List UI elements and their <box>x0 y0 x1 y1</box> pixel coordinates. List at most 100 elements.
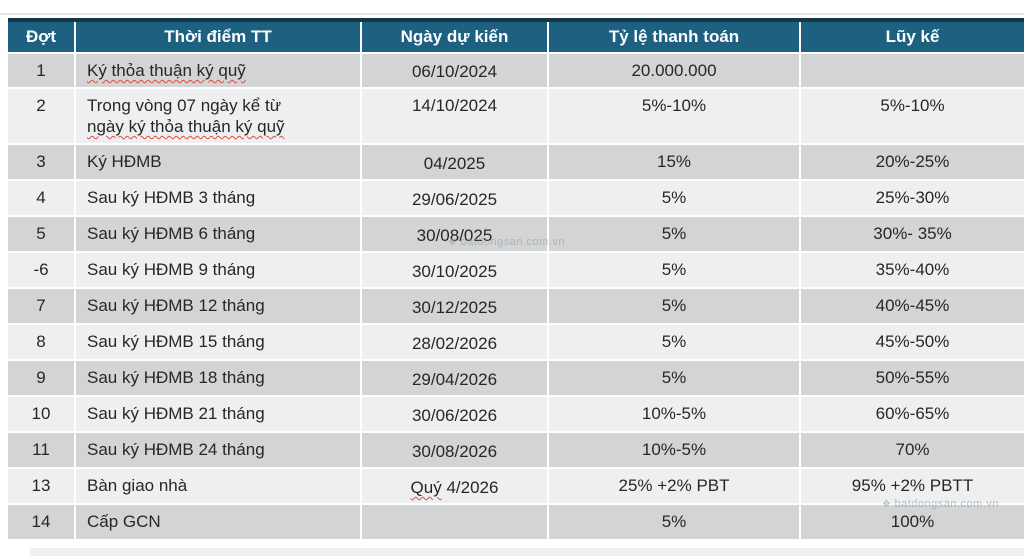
cell-installment-number: -6 <box>8 252 76 289</box>
column-header-cum: Lũy kế <box>800 20 1024 54</box>
column-header-rate: Tỷ lệ thanh toán <box>548 20 801 54</box>
cell-payment-rate: 20.000.000 <box>548 53 801 89</box>
cell-payment-moment: Sau ký HĐMB 12 tháng <box>75 288 362 325</box>
expected-date-text: 29/04/2026 <box>411 369 498 389</box>
cell-installment-number: 1 <box>8 53 76 89</box>
column-header-dot: Đợt <box>8 20 76 54</box>
expected-date-text: 30/08/025 <box>416 225 493 245</box>
table-body: 1 Ký thỏa thuận ký quỹ 06/10/2024 20.000.00… <box>8 53 1024 541</box>
cell-payment-moment: Trong vòng 07 ngày kể từ ngày ký thỏa thu… <box>75 88 362 145</box>
table-row: 14 Cấp GCN 5% 100% <box>8 504 1024 541</box>
cell-payment-rate: 5% <box>548 324 801 361</box>
cell-cumulative: 40%-45% <box>800 288 1024 325</box>
bottom-strip <box>30 548 1024 556</box>
cell-expected-date: 14/10/2024 <box>361 88 549 145</box>
diamond-icon: ❖ <box>882 499 892 510</box>
cell-cumulative: 30%- 35% <box>800 216 1024 253</box>
payment-moment-text: Bàn giao nhà <box>87 476 188 496</box>
expected-date-text: Quý <box>410 477 442 497</box>
cell-cumulative: 100% <box>800 504 1024 541</box>
payment-moment-text: Sau ký HĐMB 24 tháng <box>87 440 265 460</box>
cell-expected-date: 29/04/2026 <box>361 360 549 397</box>
cell-payment-rate: 25% +2% PBT <box>548 468 801 505</box>
expected-date-text: 30/06/2026 <box>411 405 498 425</box>
payment-moment-text: Sau ký HĐMB 6 tháng <box>87 224 256 244</box>
table-row: 3 Ký HĐMB 04/2025 15% 20%-25% <box>8 144 1024 181</box>
payment-moment-text: Sau ký HĐMB 18 tháng <box>87 368 265 388</box>
cell-payment-moment: Ký thỏa thuận ký quỹ <box>75 53 362 89</box>
cell-expected-date: Quý 4/2026 <box>361 468 549 505</box>
cell-payment-moment: Sau ký HĐMB 15 tháng <box>75 324 362 361</box>
cell-expected-date: 04/2025 <box>361 144 549 181</box>
cell-payment-moment: Sau ký HĐMB 24 tháng <box>75 432 362 469</box>
cell-installment-number: 5 <box>8 216 76 253</box>
cell-payment-rate: 5% <box>548 360 801 397</box>
payment-moment-text: ngày ký thỏa thuận ký quỹ <box>87 117 285 136</box>
cell-installment-number: 11 <box>8 432 76 469</box>
expected-date-text: 04/2025 <box>423 153 486 173</box>
column-header-date: Ngày dự kiến <box>361 20 549 54</box>
cell-payment-rate: 5% <box>548 504 801 541</box>
expected-date-text: 30/08/2026 <box>411 441 498 461</box>
table-row: 10 Sau ký HĐMB 21 tháng 30/06/2026 10%-5% 60… <box>8 396 1024 433</box>
cell-payment-rate: 5%-10% <box>548 88 801 145</box>
cell-payment-rate: 5% <box>548 216 801 253</box>
cell-payment-rate: 10%-5% <box>548 432 801 469</box>
cell-installment-number: 9 <box>8 360 76 397</box>
cell-installment-number: 2 <box>8 88 76 145</box>
cell-payment-rate: 5% <box>548 252 801 289</box>
cell-expected-date: 06/10/2024 <box>361 53 549 89</box>
cell-expected-date: 29/06/2025 <box>361 180 549 217</box>
cell-cumulative: 25%-30% <box>800 180 1024 217</box>
cell-expected-date: 30/08/025 <box>361 216 549 253</box>
cell-payment-moment: Sau ký HĐMB 21 tháng <box>75 396 362 433</box>
table-row: -6 Sau ký HĐMB 9 tháng 30/10/2025 5% 35%-40% <box>8 252 1024 289</box>
expected-date-text: 14/10/2024 <box>411 96 498 115</box>
table-row: 2 Trong vòng 07 ngày kể từ ngày ký thỏa th… <box>8 88 1024 145</box>
expected-date-text: 28/02/2026 <box>411 333 498 353</box>
diamond-icon: ❖ <box>448 237 458 248</box>
cell-cumulative: 60%-65% <box>800 396 1024 433</box>
watermark-text: batdongsan.com.vn <box>460 236 565 248</box>
cell-payment-rate: 5% <box>548 180 801 217</box>
table-row: 5 Sau ký HĐMB 6 tháng 30/08/025 5% 30%- 35% <box>8 216 1024 253</box>
payment-moment-text: Ký HĐMB <box>87 152 162 172</box>
cell-expected-date: 30/08/2026 <box>361 432 549 469</box>
watermark: ❖ batdongsan.com.vn <box>882 498 999 510</box>
cell-payment-moment: Sau ký HĐMB 3 tháng <box>75 180 362 217</box>
cell-cumulative: 20%-25% <box>800 144 1024 181</box>
expected-date-text: 30/10/2025 <box>411 261 498 281</box>
payment-moment-text: Sau ký HĐMB 21 tháng <box>87 404 265 424</box>
cell-installment-number: 8 <box>8 324 76 361</box>
cell-installment-number: 10 <box>8 396 76 433</box>
table-row: 7 Sau ký HĐMB 12 tháng 30/12/2025 5% 40%-45% <box>8 288 1024 325</box>
watermark: ❖ batdongsan.com.vn <box>448 236 565 248</box>
payment-moment-text: Cấp GCN <box>87 512 161 532</box>
cell-expected-date: 28/02/2026 <box>361 324 549 361</box>
expected-date-text: 4/2026 <box>441 477 499 497</box>
top-divider <box>0 13 1024 15</box>
header-row: Đợt Thời điểm TT Ngày dự kiến Tỷ lệ than… <box>8 20 1024 54</box>
expected-date-text: 06/10/2024 <box>411 61 498 81</box>
cell-cumulative: 50%-55% <box>800 360 1024 397</box>
column-header-moment: Thời điểm TT <box>75 20 362 54</box>
cell-expected-date: 30/10/2025 <box>361 252 549 289</box>
payment-moment-text: Sau ký HĐMB 15 tháng <box>87 332 265 352</box>
cell-payment-rate: 5% <box>548 288 801 325</box>
payment-moment-text: Sau ký HĐMB 12 tháng <box>87 296 265 316</box>
cell-payment-rate: 15% <box>548 144 801 181</box>
cell-payment-moment: Sau ký HĐMB 9 tháng <box>75 252 362 289</box>
cell-installment-number: 13 <box>8 468 76 505</box>
cell-payment-moment: Bàn giao nhà <box>75 468 362 505</box>
cell-expected-date <box>361 504 549 541</box>
table-row: 4 Sau ký HĐMB 3 tháng 29/06/2025 5% 25%-30% <box>8 180 1024 217</box>
cell-installment-number: 3 <box>8 144 76 181</box>
cell-payment-moment: Sau ký HĐMB 18 tháng <box>75 360 362 397</box>
watermark-text: batdongsan.com.vn <box>894 498 999 510</box>
payment-moment-text: Ký thỏa thuận ký quỹ <box>87 60 246 80</box>
cell-cumulative: 95% +2% PBTT <box>800 468 1024 505</box>
expected-date-text: 30/12/2025 <box>411 297 498 317</box>
cell-payment-moment: Cấp GCN <box>75 504 362 541</box>
cell-installment-number: 4 <box>8 180 76 217</box>
table-row: 13 Bàn giao nhà Quý 4/2026 25% +2% PBT 95% +… <box>8 468 1024 505</box>
